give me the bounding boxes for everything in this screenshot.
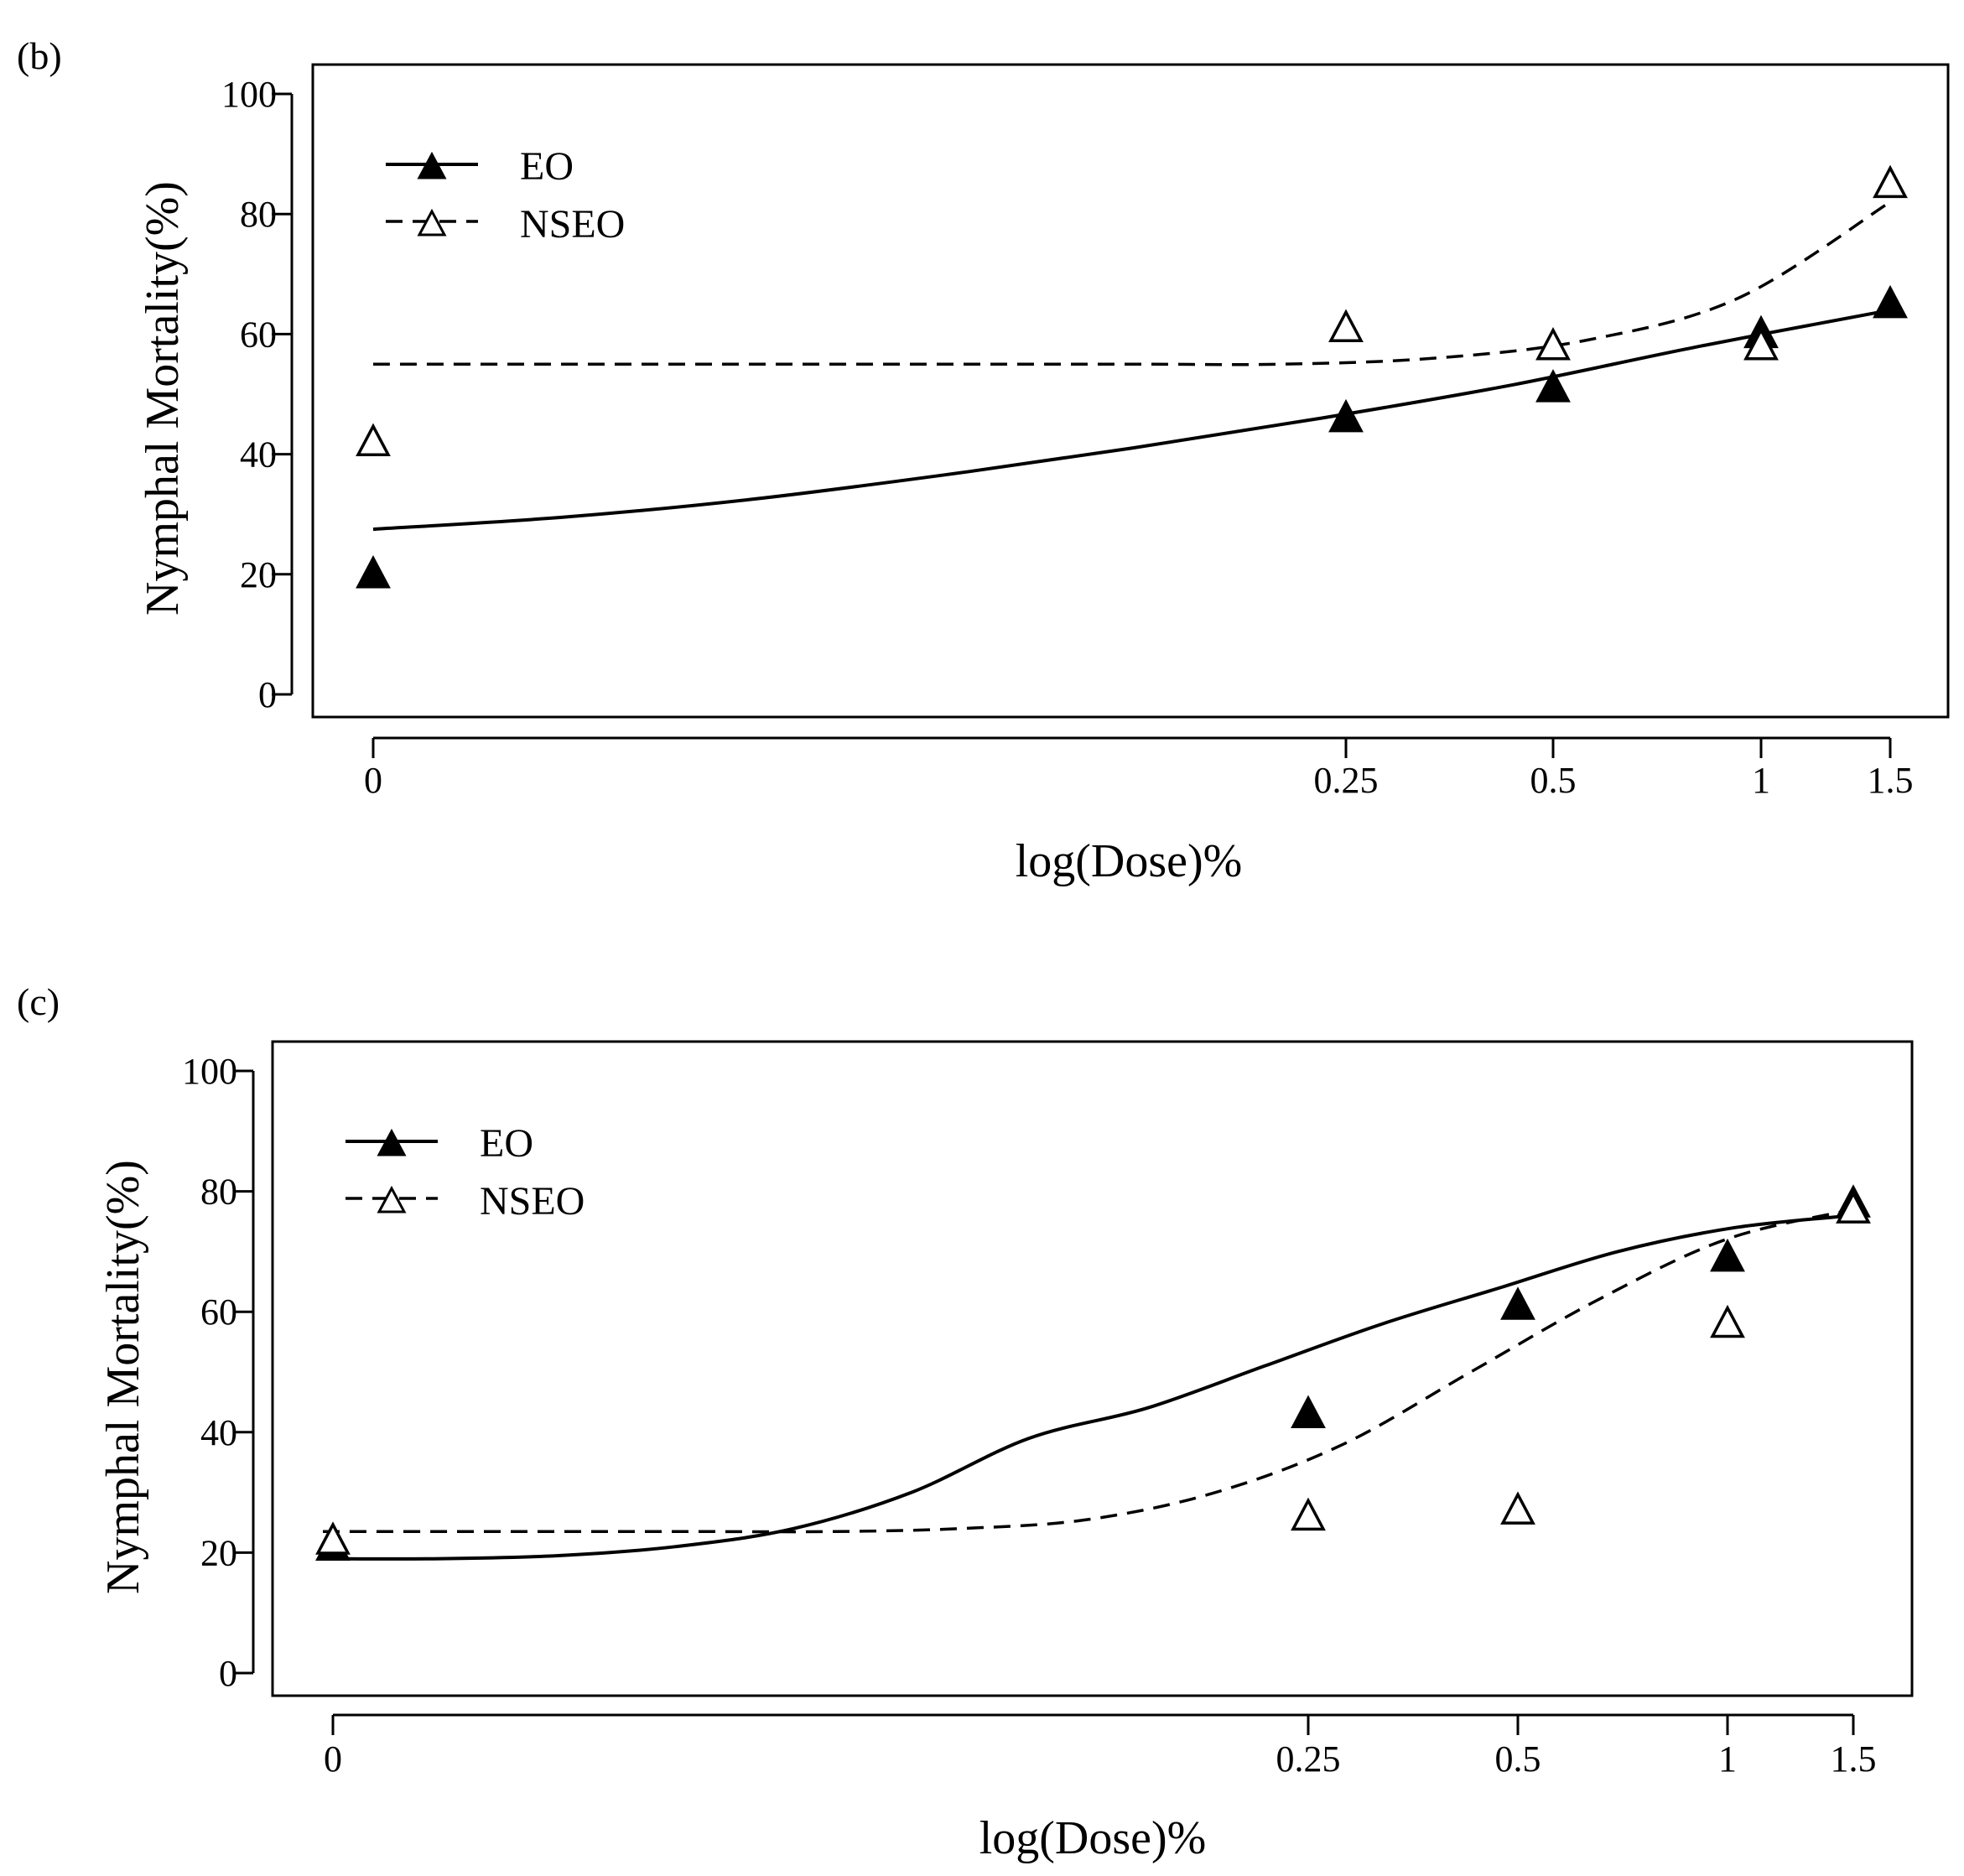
y-tick-label: 40 — [200, 1412, 237, 1453]
y-tick-label: 100 — [221, 74, 277, 115]
y-tick-label: 100 — [182, 1051, 237, 1092]
y-tick-label: 80 — [240, 194, 277, 235]
x-axis-title: log(Dose)% — [979, 1812, 1207, 1864]
nseo-data-point — [1291, 1497, 1326, 1531]
nseo-data-point — [356, 423, 391, 457]
y-tick-label: 40 — [240, 434, 277, 475]
x-axis-title: log(Dose)% — [1016, 835, 1243, 887]
nseo-data-point — [1836, 1190, 1871, 1224]
legend-nseo-marker — [377, 1185, 407, 1213]
data-markers — [315, 1184, 1871, 1561]
y-axis-title: Nymphal Mortality(%) — [97, 1160, 149, 1594]
legend: EO NSEO — [386, 144, 625, 247]
y-tick-label: 80 — [200, 1172, 237, 1213]
eo-data-point — [1873, 284, 1908, 319]
x-tick-label: 0.25 — [1276, 1738, 1341, 1780]
nseo-data-point — [1710, 1304, 1745, 1338]
panel-b: (b) 0 20 40 60 80 100 0 0.25 0.5 1 1.5 Nymphal Mo… — [17, 34, 1950, 887]
legend-nseo-marker — [417, 208, 447, 236]
eo-data-point — [1710, 1238, 1745, 1272]
y-tick-label: 20 — [200, 1532, 237, 1573]
legend-eo-marker — [377, 1128, 407, 1156]
y-tick-label: 20 — [240, 554, 277, 595]
plot-frame — [271, 1040, 1914, 1697]
y-axis-title: Nymphal Mortality(%) — [137, 181, 189, 616]
legend-eo-marker — [417, 151, 447, 179]
nseo-data-point — [315, 1521, 351, 1555]
x-ticks: 0 0.25 0.5 1 1.5 — [324, 1715, 1877, 1780]
y-ticks: 0 20 40 60 80 100 — [221, 74, 292, 715]
x-tick-label: 1 — [1718, 1738, 1737, 1780]
nseo-data-point — [1535, 326, 1571, 361]
x-tick-label: 0 — [364, 760, 382, 801]
nseo-fit-line — [373, 200, 1891, 366]
x-tick-label: 0 — [324, 1738, 342, 1780]
nseo-data-point — [1743, 326, 1779, 361]
legend-nseo-label: NSEO — [520, 202, 625, 247]
y-tick-label: 60 — [240, 314, 277, 355]
plot-frame — [311, 63, 1950, 719]
eo-fit-line — [372, 308, 1891, 532]
legend-nseo-label: NSEO — [480, 1179, 585, 1224]
data-markers — [356, 164, 1908, 589]
legend: EO NSEO — [346, 1121, 585, 1224]
x-tick-label: 1.5 — [1831, 1738, 1877, 1780]
x-tick-label: 0.25 — [1314, 760, 1379, 801]
eo-data-point — [1535, 369, 1571, 403]
panel-label: (b) — [17, 34, 62, 77]
eo-data-point — [356, 555, 391, 589]
x-tick-label: 1.5 — [1868, 760, 1914, 801]
y-tick-label: 0 — [219, 1653, 237, 1694]
eo-data-point — [1328, 398, 1364, 433]
x-tick-label: 0.5 — [1495, 1738, 1541, 1780]
x-ticks: 0 0.25 0.5 1 1.5 — [364, 738, 1914, 801]
nseo-fit-line — [323, 1208, 1854, 1534]
y-tick-label: 0 — [258, 674, 277, 715]
x-tick-label: 0.5 — [1530, 760, 1577, 801]
y-tick-label: 60 — [200, 1291, 237, 1333]
eo-data-point — [1500, 1286, 1535, 1320]
nseo-data-point — [1500, 1491, 1535, 1525]
legend-eo-label: EO — [520, 144, 574, 189]
eo-fit-line — [322, 1213, 1854, 1561]
nseo-data-point — [1873, 164, 1908, 199]
nseo-data-point — [1328, 309, 1364, 342]
panel-label: (c) — [17, 980, 60, 1023]
legend-eo-label: EO — [480, 1121, 533, 1166]
panel-c: (c) 0 20 40 60 80 100 0 0.25 0.5 1 1.5 Nymphal Mo… — [17, 980, 1914, 1864]
y-ticks: 0 20 40 60 80 100 — [182, 1051, 253, 1694]
eo-data-point — [1291, 1395, 1326, 1429]
x-tick-label: 1 — [1752, 760, 1770, 801]
